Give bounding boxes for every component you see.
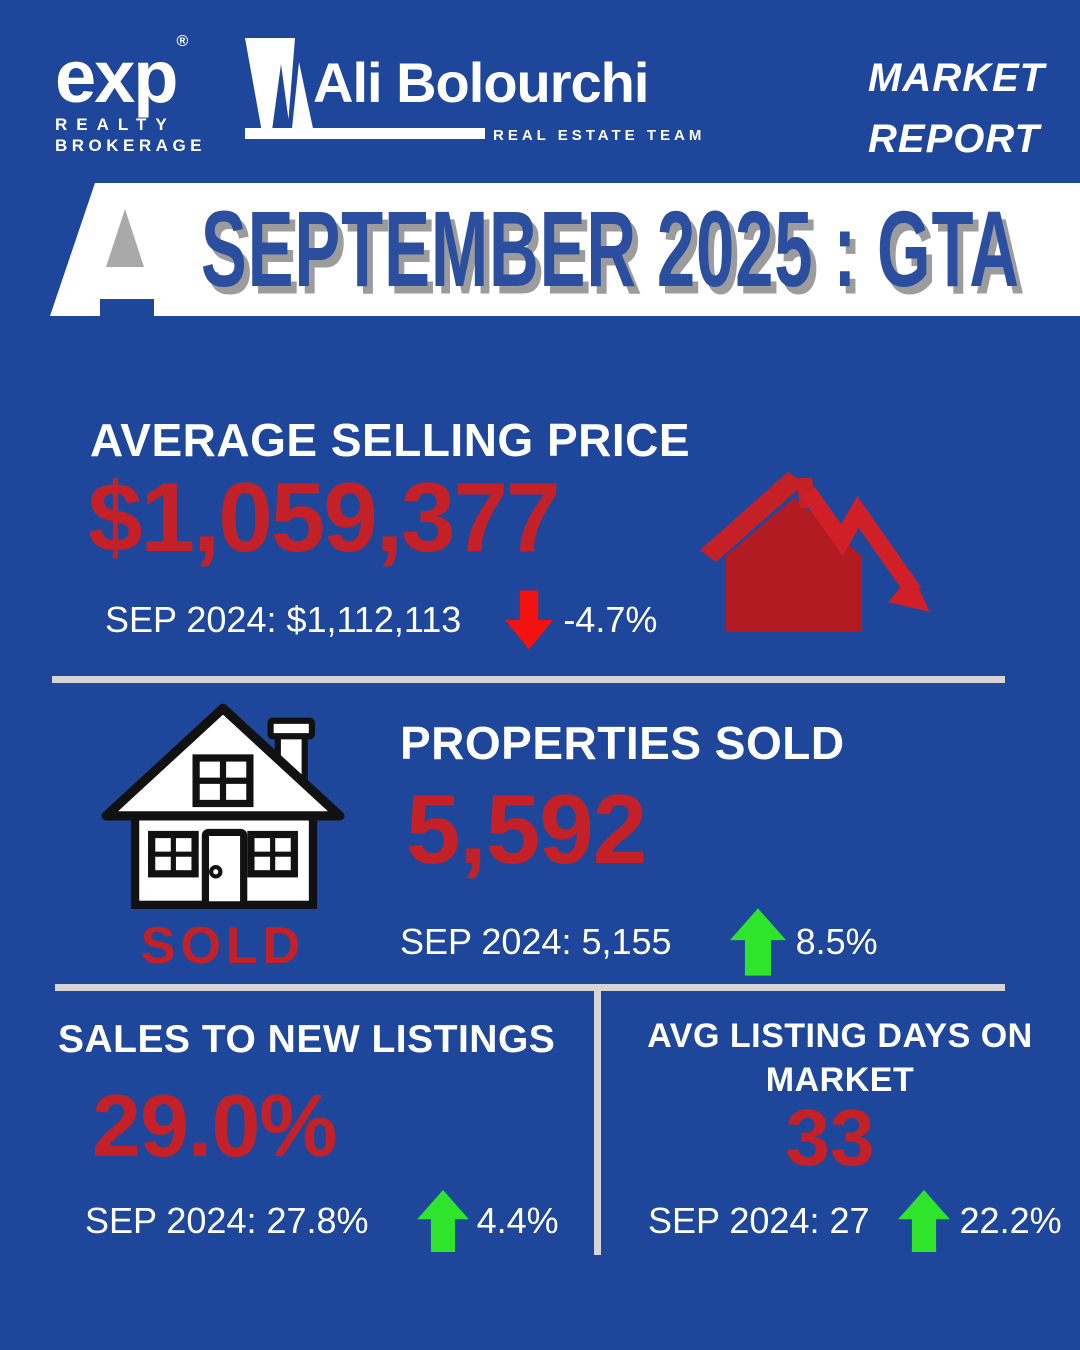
avg-days-prev-label: SEP 2024: 27 [648,1200,870,1241]
exp-realty-logo: exp® REALTY BROKERAGE [55,34,225,155]
sales-to-listings-prev-label: SEP 2024: 27.8% [85,1200,369,1241]
team-logo-underline [245,128,485,139]
avg-price-change: -4.7% [563,599,658,640]
avg-days-value: 33 [785,1093,875,1182]
sold-badge: SOLD [140,917,306,975]
down-arrow-icon [505,590,554,650]
sales-to-listings-comparison: SEP 2024: 27.8% 4.4% [85,1190,559,1252]
page-title: SEPTEMBER 2025 : GTA [200,188,1020,310]
properties-sold-value: 5,592 [406,774,647,884]
sales-to-listings-value: 29.0% [92,1076,338,1175]
sold-house-icon [101,703,345,909]
sales-to-listings-change: 4.4% [476,1200,559,1241]
avg-days-title: AVG LISTING DAYS ON MARKET [647,1017,1033,1099]
team-name-text: Ali Bolourchi [313,51,649,114]
exp-realty-text: REALTY [55,115,176,134]
title-banner: SEPTEMBER 2025 : GTA [0,183,1080,316]
team-logo-a-mark-icon [245,38,315,138]
avg-days-change: 22.2% [959,1200,1062,1241]
exp-brokerage-text: BROKERAGE [55,136,207,155]
house-price-decline-icon [700,472,930,632]
avg-price-prev-label: SEP 2024: $1,112,113 [105,599,462,640]
sold-house-block: SOLD [92,698,354,976]
exp-brand-text: exp [55,35,179,118]
registered-trademark-icon: ® [176,33,189,50]
up-arrow-icon [729,908,786,976]
market-report-line2: REPORT [868,117,1040,161]
horizontal-divider-1 [52,676,1005,683]
avg-days-comparison: SEP 2024: 27 22.2% [648,1190,1062,1252]
team-logo: Ali Bolourchi REAL ESTATE TEAM [243,36,701,148]
vertical-divider [594,991,601,1255]
sales-to-listings-title: SALES TO NEW LISTINGS [58,1018,556,1061]
avg-price-comparison: SEP 2024: $1,112,113 -4.7% [105,590,657,650]
up-arrow-icon [416,1190,469,1252]
properties-sold-prev-label: SEP 2024: 5,155 [400,921,672,962]
avg-price-value: $1,059,377 [88,462,560,572]
banner-white-ribbon [50,183,1080,316]
horizontal-divider-2 [55,984,1005,991]
up-arrow-icon [897,1190,950,1252]
market-report-line1: MARKET [868,56,1046,100]
exp-logo-wordmark: exp® [55,34,225,114]
market-report-tag: MARKET REPORT [868,48,1078,170]
banner-a-foot-notch [100,299,154,316]
avg-price-title: AVERAGE SELLING PRICE [90,414,691,466]
banner-a-triangle-icon [106,209,144,267]
properties-sold-change: 8.5% [795,921,878,962]
properties-sold-comparison: SEP 2024: 5,155 8.5% [400,908,878,976]
properties-sold-title: PROPERTIES SOLD [400,717,845,769]
team-subtitle-text: REAL ESTATE TEAM [493,127,706,144]
